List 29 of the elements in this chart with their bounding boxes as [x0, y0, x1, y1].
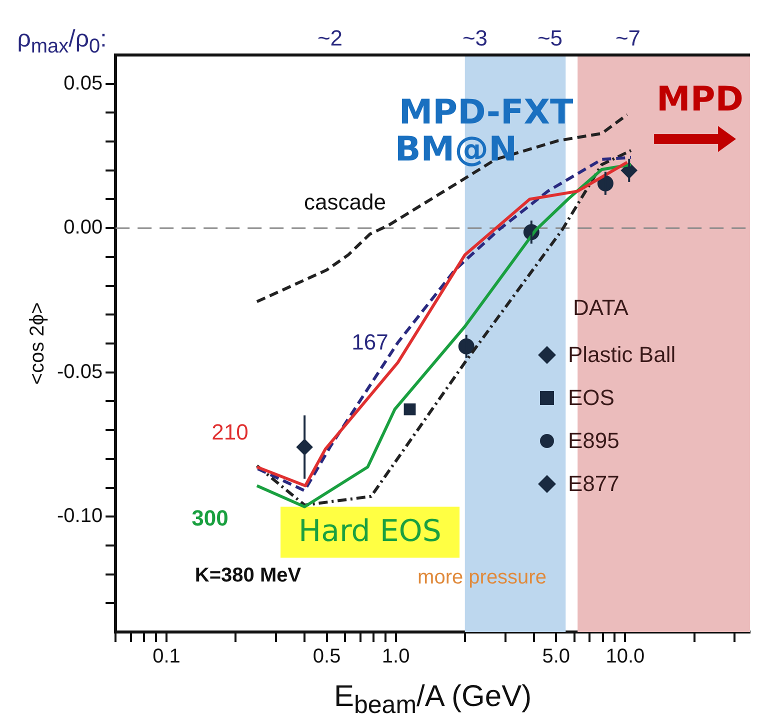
annotation: Hard EOS [280, 506, 460, 558]
x-tick-label: 1.0 [382, 646, 410, 668]
annotation: K=380 MeV [194, 564, 302, 588]
y-axis-title: <cos 2ϕ> [26, 302, 49, 385]
text: ~5 [537, 25, 563, 51]
annotation: cascade [304, 189, 386, 215]
legend-label: EOS [568, 384, 614, 410]
legend-label: E877 [568, 470, 620, 496]
y-tick-label: 0.00 [64, 216, 103, 239]
annotation: MPD [656, 79, 744, 120]
text: ~3 [462, 25, 488, 51]
x-tick-label: 0.1 [152, 646, 180, 668]
legend-title: DATA [573, 295, 630, 321]
y-tick-label: -0.05 [56, 360, 103, 383]
x-tick-label: 10.0 [606, 646, 645, 668]
legend-label: Plastic Ball [568, 342, 676, 368]
x-tick-label: 0.5 [312, 646, 341, 668]
annotation: more pressure [418, 566, 546, 590]
y-tick-label: -0.10 [56, 505, 103, 528]
legend-label: E895 [568, 428, 620, 454]
annotation: 167 [352, 329, 388, 355]
text: ~7 [615, 25, 641, 51]
y-tick-label: 0.05 [64, 72, 103, 94]
x-tick-label: 5.0 [542, 646, 570, 668]
annotation: 300 [192, 505, 228, 531]
x-axis-title: E$_{beam}$/A (GeV) [332, 680, 533, 720]
text: ~2 [317, 25, 343, 51]
text: ρ$_{max}$/ρ$_{0}$: [17, 26, 107, 58]
annotation: 210 [212, 419, 248, 445]
